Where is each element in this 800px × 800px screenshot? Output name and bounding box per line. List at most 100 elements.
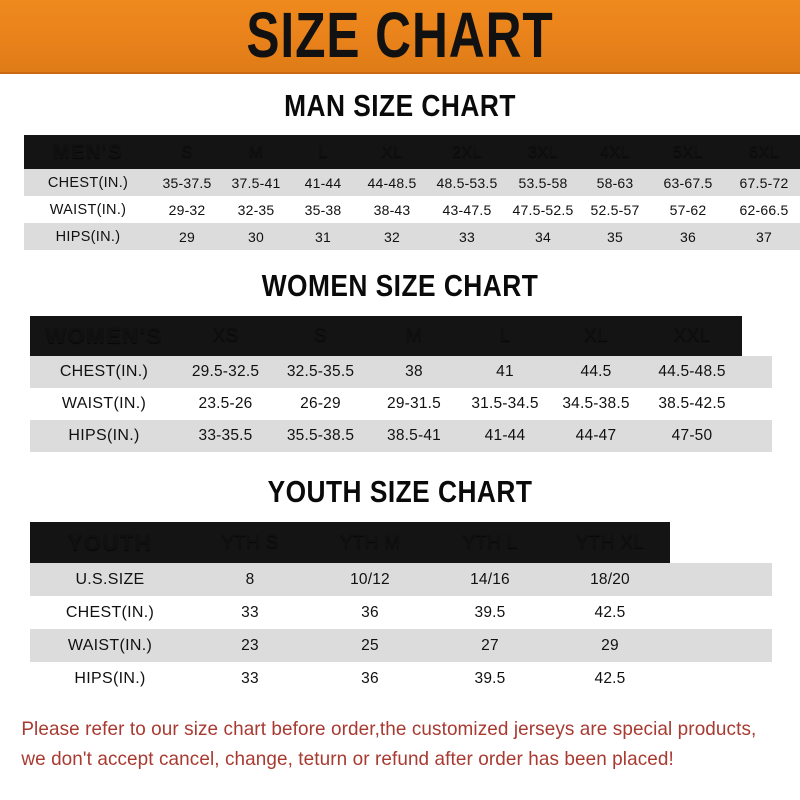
youth-column-header: YTH M — [310, 522, 430, 563]
youth-size-table: YOUTH YTH S YTH M YTH L YTH XL U.S.SIZE 8 10/12… — [30, 522, 772, 695]
men-cell: 36 — [650, 223, 726, 250]
youth-cell: 39.5 — [430, 596, 550, 629]
men-column-header: M — [222, 135, 290, 169]
women-row-label: WAIST(IN.) — [30, 388, 178, 420]
men-cell: 35 — [580, 223, 650, 250]
youth-cell: 10/12 — [310, 563, 430, 596]
table-row: CHEST(IN.) 35-37.5 37.5-41 41-44 44-48.5 48.5… — [24, 169, 800, 196]
youth-cell: 25 — [310, 629, 430, 662]
women-cell-filler — [742, 388, 772, 420]
men-column-header: 4XL — [580, 135, 650, 169]
men-cell: 35-37.5 — [152, 169, 222, 196]
table-row: WAIST(IN.) 23.5-26 26-29 29-31.5 31.5-34.5 34… — [30, 388, 772, 420]
youth-cell: 36 — [310, 596, 430, 629]
men-header-row: MEN'S S M L XL 2XL 3XL 4XL 5XL 6XL — [24, 135, 800, 169]
men-row-label: WAIST(IN.) — [24, 196, 152, 223]
men-cell: 34 — [506, 223, 580, 250]
men-cell: 44-48.5 — [356, 169, 428, 196]
men-cell: 38-43 — [356, 196, 428, 223]
table-row: WAIST(IN.) 23 25 27 29 — [30, 629, 772, 662]
table-row: U.S.SIZE 8 10/12 14/16 18/20 — [30, 563, 772, 596]
men-cell: 31 — [290, 223, 356, 250]
men-cell: 67.5-72 — [726, 169, 800, 196]
youth-header-label: YOUTH — [30, 522, 190, 563]
men-cell: 48.5-53.5 — [428, 169, 506, 196]
women-cell: 29-31.5 — [368, 388, 460, 420]
men-cell: 37 — [726, 223, 800, 250]
women-cell: 35.5-38.5 — [273, 420, 368, 452]
women-cell: 33-35.5 — [178, 420, 273, 452]
youth-cell: 36 — [310, 662, 430, 695]
table-row: HIPS(IN.) 29 30 31 32 33 34 35 36 37 — [24, 223, 800, 250]
youth-cell-filler — [670, 563, 772, 596]
men-cell: 33 — [428, 223, 506, 250]
women-cell: 41-44 — [460, 420, 550, 452]
youth-cell: 18/20 — [550, 563, 670, 596]
men-cell: 30 — [222, 223, 290, 250]
women-cell: 38.5-42.5 — [642, 388, 742, 420]
men-row-label: HIPS(IN.) — [24, 223, 152, 250]
women-header-row: WOMEN'S XS S M L XL XXL — [30, 316, 772, 356]
women-column-header: XS — [178, 316, 273, 356]
youth-table-body: YOUTH YTH S YTH M YTH L YTH XL U.S.SIZE 8 10/12… — [30, 522, 772, 695]
men-cell: 52.5-57 — [580, 196, 650, 223]
women-cell-filler — [742, 420, 772, 452]
men-column-header: 6XL — [726, 135, 800, 169]
women-section-title: WOMEN SIZE CHART — [261, 268, 539, 303]
men-cell: 62-66.5 — [726, 196, 800, 223]
youth-cell: 39.5 — [430, 662, 550, 695]
women-cell: 29.5-32.5 — [178, 356, 273, 388]
men-cell: 32 — [356, 223, 428, 250]
men-row-label: CHEST(IN.) — [24, 169, 152, 196]
men-column-header: XL — [356, 135, 428, 169]
youth-cell: 42.5 — [550, 596, 670, 629]
table-row: WAIST(IN.) 29-32 32-35 35-38 38-43 43-47.5 47.… — [24, 196, 800, 223]
table-row: CHEST(IN.) 29.5-32.5 32.5-35.5 38 41 44.5 44.5… — [30, 356, 772, 388]
youth-cell: 29 — [550, 629, 670, 662]
youth-cell-filler — [670, 662, 772, 695]
women-column-header: L — [460, 316, 550, 356]
women-table-body: WOMEN'S XS S M L XL XXL CHEST(IN.) 29.5-32.5 32.5… — [30, 316, 772, 452]
men-cell: 29-32 — [152, 196, 222, 223]
women-header-filler — [742, 316, 772, 356]
order-policy-line-1: Please refer to our size chart before or… — [21, 718, 757, 740]
women-size-table: WOMEN'S XS S M L XL XXL CHEST(IN.) 29.5-32.5 32.5… — [30, 316, 772, 452]
men-cell: 29 — [152, 223, 222, 250]
women-cell: 44.5-48.5 — [642, 356, 742, 388]
youth-header-row: YOUTH YTH S YTH M YTH L YTH XL — [30, 522, 772, 563]
men-cell: 43-47.5 — [428, 196, 506, 223]
table-row: HIPS(IN.) 33 36 39.5 42.5 — [30, 662, 772, 695]
order-policy-note: Please refer to our size chart before or… — [0, 715, 776, 774]
women-cell: 38 — [368, 356, 460, 388]
youth-cell: 8 — [190, 563, 310, 596]
men-cell: 47.5-52.5 — [506, 196, 580, 223]
women-cell: 47-50 — [642, 420, 742, 452]
youth-cell: 23 — [190, 629, 310, 662]
youth-cell: 42.5 — [550, 662, 670, 695]
men-cell: 58-63 — [580, 169, 650, 196]
women-column-header: XL — [550, 316, 642, 356]
youth-cell: 27 — [430, 629, 550, 662]
youth-size-section: YOUTH SIZE CHART YOUTH YTH S YTH M YTH L YTH… — [0, 474, 800, 695]
men-cell: 32-35 — [222, 196, 290, 223]
youth-row-label: WAIST(IN.) — [30, 629, 190, 662]
page-banner: SIZE CHART — [0, 0, 800, 74]
women-column-header: XXL — [642, 316, 742, 356]
men-cell: 35-38 — [290, 196, 356, 223]
youth-cell-filler — [670, 629, 772, 662]
men-column-header: L — [290, 135, 356, 169]
women-cell: 26-29 — [273, 388, 368, 420]
youth-cell-filler — [670, 596, 772, 629]
women-cell: 31.5-34.5 — [460, 388, 550, 420]
men-size-table: MEN'S S M L XL 2XL 3XL 4XL 5XL 6XL CHEST(IN.) 35-37… — [24, 135, 800, 250]
women-cell: 44-47 — [550, 420, 642, 452]
women-column-header: M — [368, 316, 460, 356]
women-cell: 44.5 — [550, 356, 642, 388]
table-row: CHEST(IN.) 33 36 39.5 42.5 — [30, 596, 772, 629]
women-cell: 41 — [460, 356, 550, 388]
men-table-body: MEN'S S M L XL 2XL 3XL 4XL 5XL 6XL CHEST(IN.) 35-37… — [24, 135, 800, 250]
youth-cell: 33 — [190, 662, 310, 695]
youth-cell: 33 — [190, 596, 310, 629]
youth-cell: 14/16 — [430, 563, 550, 596]
women-cell: 38.5-41 — [368, 420, 460, 452]
